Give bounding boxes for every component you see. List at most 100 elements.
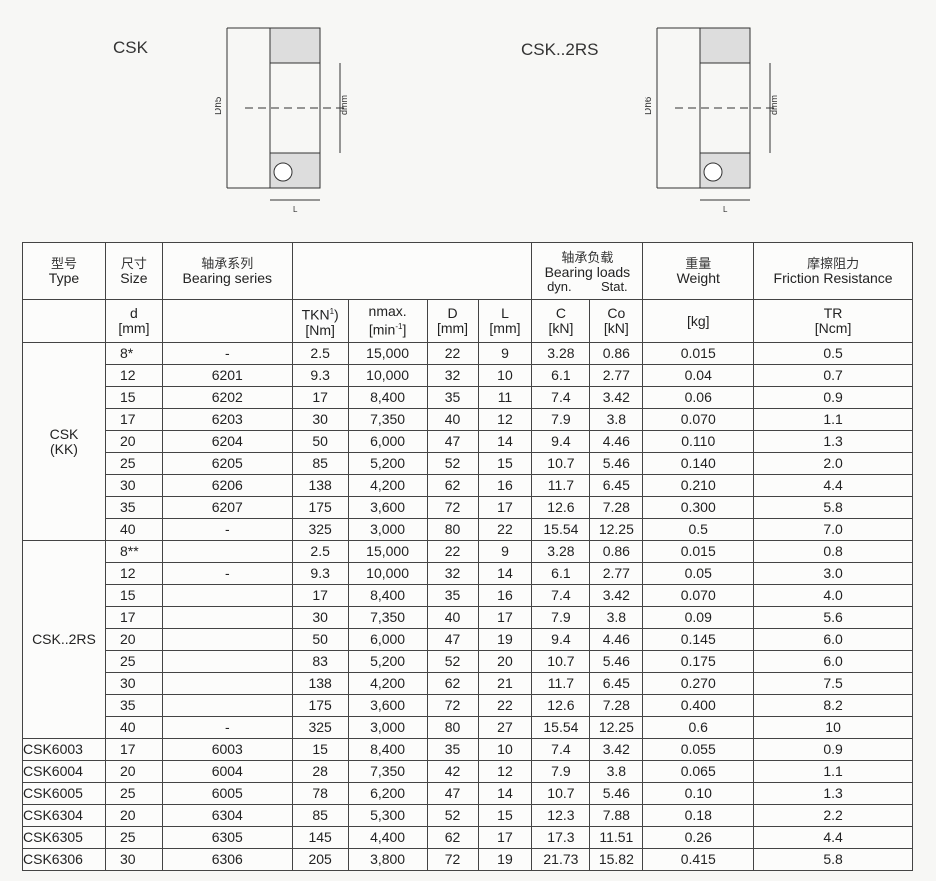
cell-tkn: 17 [291,386,349,409]
cell-C: 21.73 [531,848,591,871]
cell-tkn: 85 [291,452,349,475]
cell-size: 20 [104,430,163,453]
cell-series: 6202 [161,386,293,409]
cell-D: 22 [426,540,479,563]
cell-tr: 1.1 [753,408,913,431]
cell-nmax: 6,000 [347,430,428,453]
cell-D: 72 [426,848,479,871]
cell-type: CSK..2RS [22,540,106,739]
cell-size: 8** [104,540,163,563]
table-row: CSK6003 17 6003 15 8,400 35 10 7.4 3.42 0.055 0.9 [22,738,913,761]
cell-weight: 0.415 [642,848,755,871]
cell-D: 62 [426,474,479,497]
cell-weight: 0.10 [642,782,755,805]
header-size: 尺寸 Size [104,242,163,300]
cell-tkn: 30 [291,606,349,629]
cell-nmax: 10,000 [347,562,428,585]
cell-tr: 8.2 [753,694,913,717]
table-row: 25 83 5,200 52 20 10.7 5.46 0.175 6.0 [23,650,913,673]
cell-C: 10.7 [531,782,591,805]
cell-D: 47 [426,430,479,453]
header-friction: 摩擦阻力 Friction Resistance [753,242,913,300]
cell-C: 7.9 [531,760,591,783]
cell-nmax: 3,600 [347,496,428,519]
cell-Co: 6.45 [589,672,644,695]
cell-size: 17 [104,606,163,629]
cell-weight: 0.18 [642,804,755,827]
cell-tr: 6.0 [753,650,913,673]
csk-bearing-drawing: Dh5 dmm L [215,27,349,214]
cell-series [161,540,293,563]
cell-series: 6201 [161,364,293,387]
cell-type: CSK6306 [22,848,106,871]
diagram-label-csk: CSK [113,38,148,57]
cell-tr: 10 [753,716,913,739]
cell-weight: 0.05 [642,562,755,585]
cell-type: CSK (KK) [22,342,106,541]
subheader-C: C [kN] [531,299,591,343]
cell-series: 6203 [161,408,293,431]
cell-L: 16 [477,474,533,497]
cell-C: 7.9 [531,606,591,629]
cell-series: 6205 [161,452,293,475]
cell-size: 25 [104,650,163,673]
cell-size: 12 [104,364,163,387]
cell-C: 9.4 [531,628,591,651]
cell-tr: 0.8 [753,540,913,563]
cell-weight: 0.140 [642,452,755,475]
cell-weight: 0.26 [642,826,755,849]
cell-tr: 5.8 [753,848,913,871]
cell-Co: 3.42 [589,584,644,607]
cell-C: 7.4 [531,386,591,409]
cell-Co: 15.82 [589,848,644,871]
cell-nmax: 5,200 [347,452,428,475]
cell-tr: 1.1 [753,760,913,783]
cell-L: 27 [477,716,533,739]
cell-nmax: 5,200 [347,650,428,673]
cell-C: 3.28 [531,540,591,563]
cell-nmax: 10,000 [347,364,428,387]
cell-tkn: 78 [291,782,349,805]
subheader-nmax: nmax. [min-1] [347,299,428,343]
cell-series: - [161,518,293,541]
cell-weight: 0.015 [642,342,755,365]
cell-series [161,650,293,673]
cell-Co: 11.51 [589,826,644,849]
cell-type: CSK6004 [22,760,106,783]
cell-series: - [161,342,293,365]
cell-L: 9 [477,540,533,563]
cell-tr: 4.4 [753,474,913,497]
cell-type: CSK6005 [22,782,106,805]
cell-tr: 6.0 [753,628,913,651]
cell-tr: 1.3 [753,430,913,453]
header-bearing-loads: 轴承负载 Bearing loads dyn. Stat. [531,242,644,300]
cell-tr: 7.5 [753,672,913,695]
cell-C: 7.9 [531,408,591,431]
table-row: 15 6202 17 8,400 35 11 7.4 3.42 0.06 0.9 [23,386,913,409]
cell-series: - [161,562,293,585]
table-row: 17 30 7,350 40 17 7.9 3.8 0.09 5.6 [23,606,913,629]
cell-L: 17 [477,496,533,519]
length-dim-label: L [293,205,298,214]
upper-ring-section [699,27,751,64]
bearing-spec-table: 型号 Type 尺寸 Size 轴承系列 Bearing series 轴承负载 Bea… [22,242,913,871]
cell-Co: 3.8 [589,408,644,431]
cell-D: 35 [426,386,479,409]
cell-series: 6005 [161,782,293,805]
cell-Co: 2.77 [589,562,644,585]
cell-L: 15 [477,452,533,475]
cell-tkn: 9.3 [291,562,349,585]
cell-L: 21 [477,672,533,695]
cell-C: 17.3 [531,826,591,849]
cell-weight: 0.5 [642,518,755,541]
cell-D: 35 [426,738,479,761]
cell-L: 12 [477,760,533,783]
cell-C: 12.6 [531,496,591,519]
cell-tkn: 85 [291,804,349,827]
cell-tr: 4.0 [753,584,913,607]
cell-weight: 0.065 [642,760,755,783]
cell-tkn: 15 [291,738,349,761]
cell-Co: 0.86 [589,342,644,365]
cell-tkn: 138 [291,474,349,497]
cell-tr: 1.3 [753,782,913,805]
